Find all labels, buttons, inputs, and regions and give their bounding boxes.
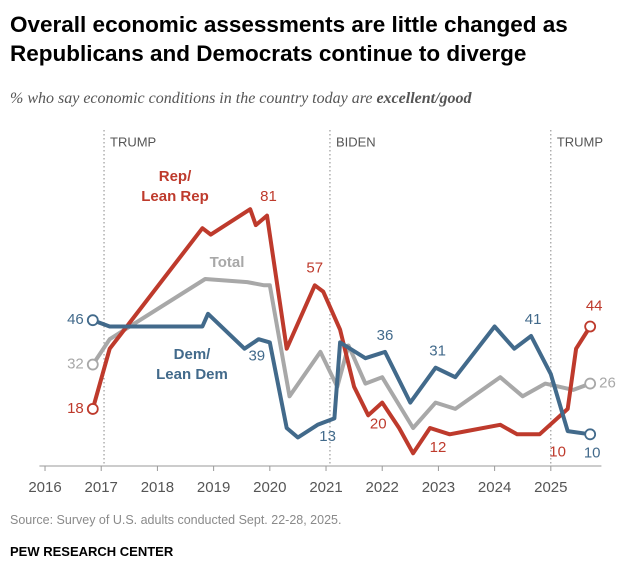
end-marker	[86, 358, 99, 371]
era-label: TRUMP	[557, 134, 603, 149]
value-label: 31	[429, 343, 446, 360]
subtitle-emphasis: excellent/good	[376, 90, 472, 107]
series-name: Total	[209, 254, 245, 271]
series-line	[90, 207, 592, 456]
era-label: TRUMP	[110, 134, 156, 149]
value-label: 20	[370, 416, 387, 433]
x-tick-label: 2022	[366, 479, 399, 496]
x-tick-label: 2020	[253, 479, 286, 496]
value-label: 32	[67, 356, 84, 373]
end-marker	[584, 377, 597, 390]
value-label: 57	[306, 259, 323, 276]
value-label: 26	[599, 375, 616, 392]
chart-title: Overall economic assessments are little …	[10, 12, 568, 66]
chart-subtitle: % who say economic conditions in the cou…	[10, 90, 472, 108]
era-label: BIDEN	[336, 134, 376, 149]
series-name: Dem/ Lean Dem	[156, 346, 228, 383]
value-label: 36	[377, 327, 394, 344]
credit: PEW RESEARCH CENTER	[10, 544, 174, 559]
value-label: 81	[260, 188, 277, 205]
value-label: 10	[584, 444, 601, 461]
subtitle-text: % who say economic conditions in the cou…	[10, 90, 373, 107]
value-label: 12	[430, 439, 447, 456]
value-label: 44	[586, 297, 603, 314]
series-line	[92, 311, 591, 440]
end-marker	[86, 403, 99, 415]
end-marker	[584, 428, 597, 441]
value-label: 46	[67, 311, 84, 328]
series-line	[91, 277, 591, 430]
x-tick-label: 2024	[478, 479, 511, 496]
value-label: 10	[549, 443, 566, 460]
x-tick-label: 2021	[309, 479, 342, 496]
value-label: 13	[319, 428, 336, 445]
x-tick-label: 2018	[141, 479, 174, 496]
x-tick-label: 2016	[28, 479, 61, 496]
source-note: Source: Survey of U.S. adults conducted …	[10, 513, 342, 527]
x-tick-label: 2023	[422, 479, 455, 496]
x-tick-label: 2019	[197, 479, 230, 496]
end-marker	[584, 320, 597, 333]
value-label: 39	[248, 347, 265, 364]
value-label: 18	[67, 400, 84, 417]
value-label: 41	[525, 311, 542, 328]
end-marker	[86, 314, 99, 327]
x-tick-label: 2025	[534, 479, 567, 496]
x-tick-label: 2017	[85, 479, 118, 496]
series-name: Rep/ Lean Rep	[141, 168, 209, 205]
